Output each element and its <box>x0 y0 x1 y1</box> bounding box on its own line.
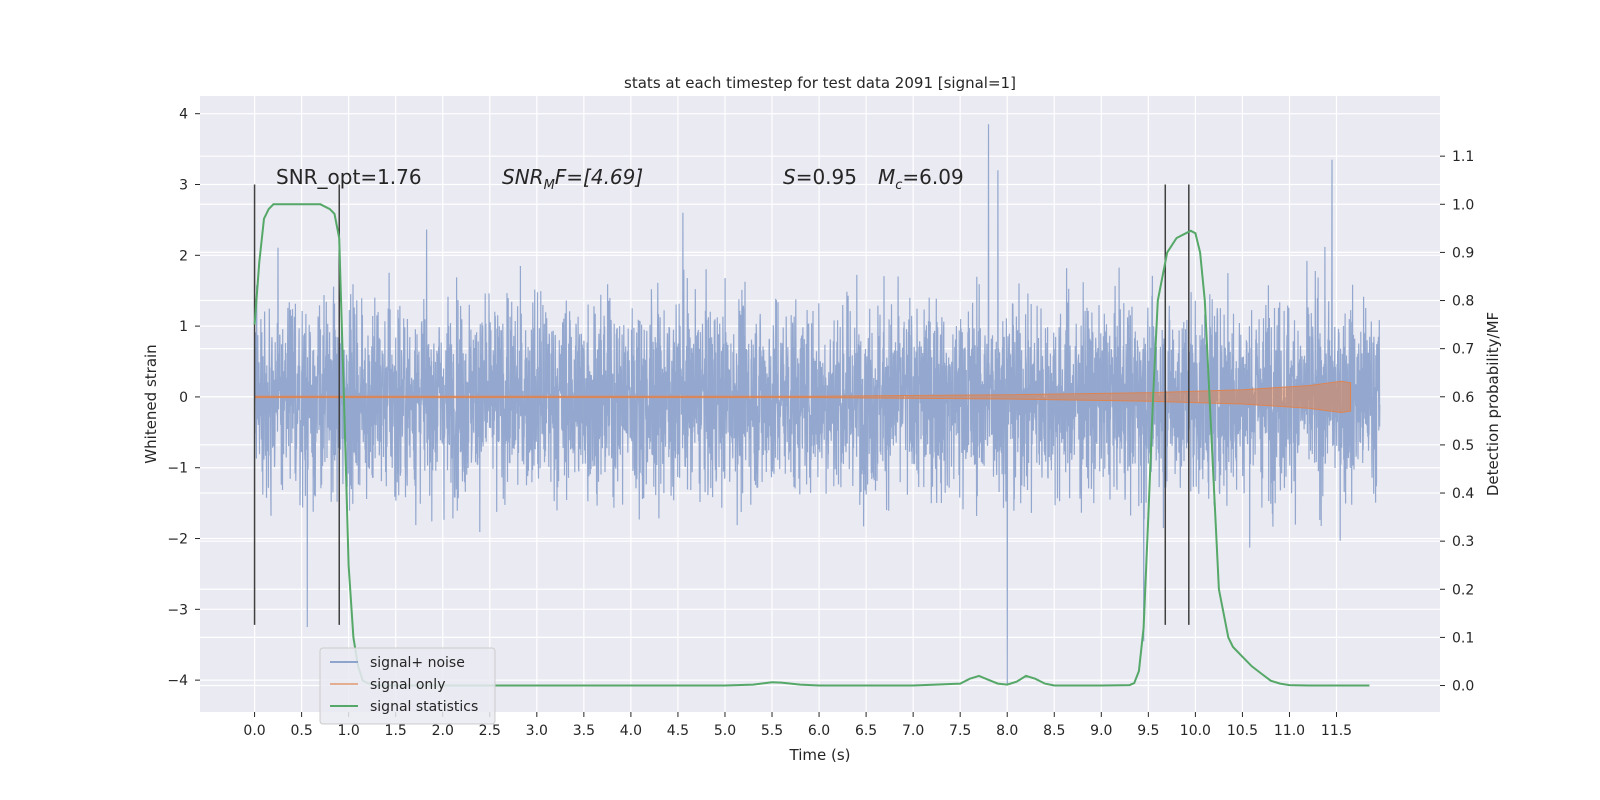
y2-tick-label: 0.2 <box>1452 582 1474 598</box>
y-tick-label: −3 <box>167 602 188 618</box>
x-tick-label: 3.5 <box>573 723 595 739</box>
x-tick-label: 5.0 <box>714 723 736 739</box>
x-tick-label: 9.5 <box>1137 723 1159 739</box>
x-tick-label: 7.5 <box>949 723 971 739</box>
x-tick-label: 0.5 <box>290 723 312 739</box>
y-tick-label: −4 <box>167 673 188 689</box>
y2-axis-ticks: 1.1 1.0 0.9 0.8 0.7 0.6 0.5 0.4 0.3 0.2 0.1 0.0 <box>1440 149 1474 695</box>
x-tick-label: 11.5 <box>1321 723 1352 739</box>
y2-tick-label: 0.0 <box>1452 679 1474 695</box>
annotation-s: S=0.95 <box>783 165 857 189</box>
x-tick-label: 9.0 <box>1090 723 1112 739</box>
x-tick-label: 4.5 <box>667 723 689 739</box>
x-axis-label: Time (s) <box>789 746 851 764</box>
x-tick-label: 5.5 <box>761 723 783 739</box>
annotation-mc-label: M <box>878 165 895 189</box>
legend-label-signal-statistics: signal statistics <box>370 699 478 715</box>
y-tick-label: 0 <box>179 390 188 406</box>
series-signal-noise <box>254 124 1381 684</box>
x-tick-label: 11.0 <box>1274 723 1305 739</box>
y2-tick-label: 0.1 <box>1452 630 1474 646</box>
y-tick-label: 1 <box>179 319 188 335</box>
x-tick-label: 2.0 <box>432 723 454 739</box>
y-tick-label: 2 <box>179 248 188 264</box>
annotation-snr-mf-label: SNR <box>502 165 544 189</box>
annotation-snr-mf-rest: F=[4.69] <box>555 165 643 189</box>
legend-label-signal-noise: signal+ noise <box>370 655 465 671</box>
annotation-s-value: =0.95 <box>796 165 857 189</box>
x-tick-label: 0.0 <box>243 723 265 739</box>
series-signal-only <box>254 380 1352 414</box>
x-tick-label: 1.0 <box>338 723 360 739</box>
y2-tick-label: 0.4 <box>1452 486 1474 502</box>
x-tick-label: 2.5 <box>479 723 501 739</box>
annotation-snr-opt: SNR_opt=1.76 <box>276 165 422 189</box>
annotation-snr-mf: SNRMF=[4.69] <box>502 165 643 193</box>
x-tick-label: 6.5 <box>855 723 877 739</box>
y-tick-label: 4 <box>179 107 188 123</box>
y-tick-label: −1 <box>167 461 188 477</box>
y2-tick-label: 0.9 <box>1452 245 1474 261</box>
series-signal-statistics <box>253 203 1370 687</box>
x-tick-label: 1.5 <box>385 723 407 739</box>
y2-tick-label: 0.8 <box>1452 294 1474 310</box>
annotation-snr-mf-sub: M <box>544 178 555 193</box>
x-tick-label: 4.0 <box>620 723 642 739</box>
y2-tick-label: 0.7 <box>1452 342 1474 358</box>
y2-tick-label: 1.0 <box>1452 197 1474 213</box>
y2-tick-label: 0.5 <box>1452 438 1474 454</box>
y2-axis-label: Detection probability/MF <box>1484 312 1502 496</box>
x-tick-label: 3.0 <box>526 723 548 739</box>
y-axis-ticks: 4 3 2 1 0 −1 −2 −3 −4 <box>167 107 200 689</box>
x-tick-label: 10.5 <box>1227 723 1258 739</box>
y-tick-label: −2 <box>167 532 188 548</box>
chart-title: stats at each timestep for test data 209… <box>624 74 1016 92</box>
annotation-mc-value: =6.09 <box>902 165 963 189</box>
annotation-s-label: S <box>783 165 796 189</box>
legend-box <box>319 647 496 725</box>
y2-tick-label: 1.1 <box>1452 149 1474 165</box>
x-tick-label: 8.0 <box>996 723 1018 739</box>
annotation-mc: Mc=6.09 <box>878 165 964 193</box>
annotation-mc-sub: c <box>895 178 902 193</box>
legend: signal+ noise signal only signal statist… <box>319 647 496 725</box>
y-tick-label: 3 <box>179 178 188 194</box>
x-tick-label: 10.0 <box>1180 723 1211 739</box>
x-tick-label: 7.0 <box>902 723 924 739</box>
x-tick-label: 6.0 <box>808 723 830 739</box>
y2-tick-label: 0.6 <box>1452 390 1474 406</box>
y-axis-label: Whitened strain <box>142 344 160 463</box>
legend-label-signal-only: signal only <box>370 677 445 693</box>
y2-tick-label: 0.3 <box>1452 534 1474 550</box>
x-tick-label: 8.5 <box>1043 723 1065 739</box>
x-axis-ticks: 0.0 0.5 1.0 1.5 2.0 2.5 3.0 3.5 4.0 4.5 5.0 5.5 6.0 6… <box>243 712 1352 739</box>
